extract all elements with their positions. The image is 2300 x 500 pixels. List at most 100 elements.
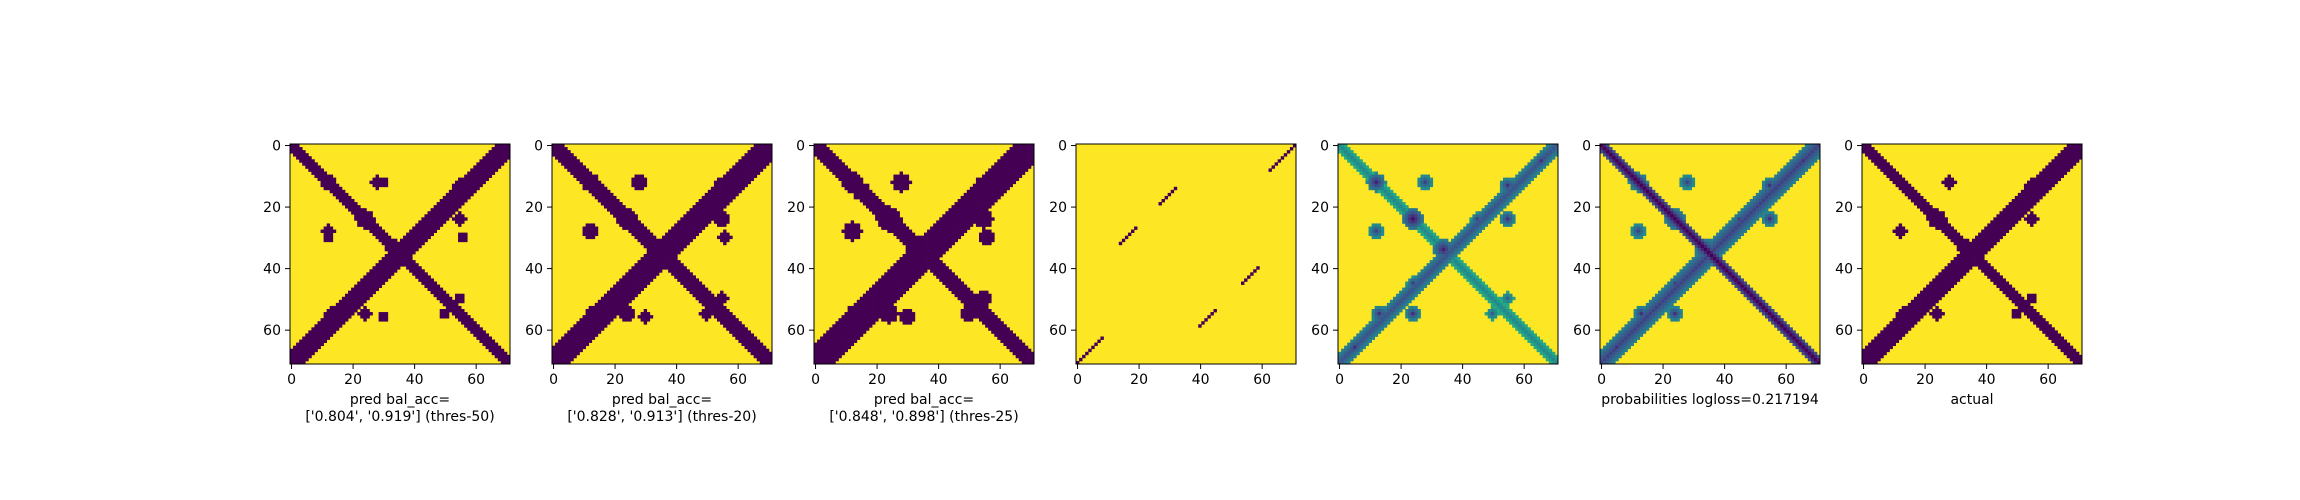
heatmap-cell [1490, 315, 1495, 319]
y-tick-label: 20 [1049, 200, 1067, 216]
heatmap-cell [381, 257, 386, 261]
heatmap-cell [625, 223, 629, 227]
heatmap-cell [1009, 162, 1013, 166]
heatmap-cell [1414, 217, 1418, 221]
heatmap-cell [366, 309, 370, 313]
heatmap-cell [881, 309, 885, 313]
heatmap-cell [985, 315, 989, 319]
heatmap-cell [1527, 330, 1531, 334]
heatmap-cell [1000, 330, 1004, 334]
heatmap-cell [439, 223, 444, 227]
heatmap-cell [957, 217, 962, 221]
heatmap-cell [875, 315, 879, 319]
heatmap-cell [387, 266, 392, 270]
heatmap-cell [1533, 156, 1537, 160]
heatmap-cell [899, 269, 903, 273]
heatmap-cell [1021, 162, 1026, 166]
heatmap-cell [890, 211, 894, 215]
heatmap-cell [975, 211, 980, 215]
heatmap-cell [1536, 165, 1541, 169]
heatmap-cell [1371, 235, 1376, 240]
heatmap-cell [908, 269, 913, 273]
heatmap-cell [933, 272, 937, 276]
heatmap-cell [594, 232, 599, 237]
heatmap-cell [1426, 180, 1431, 185]
heatmap-cell [1499, 305, 1504, 310]
heatmap-cell [1365, 168, 1369, 172]
heatmap-cell [720, 180, 724, 185]
heatmap-cell [738, 186, 742, 191]
heatmap-cell [1506, 315, 1510, 319]
heatmap-cell [1493, 302, 1498, 307]
heatmap-cell [662, 244, 666, 249]
heatmap-cell [927, 244, 931, 249]
heatmap-cell [881, 275, 885, 279]
heatmap-cell [314, 348, 318, 353]
heatmap-cell [899, 235, 903, 240]
heatmap-cell [1524, 177, 1528, 182]
heatmap-cell [972, 195, 977, 200]
heatmap-cell [482, 171, 486, 175]
heatmap-cell [1420, 177, 1424, 182]
heatmap-cell [461, 177, 465, 182]
heatmap-cell [1405, 223, 1409, 227]
heatmap-cell [939, 272, 943, 276]
heatmap-cell [1506, 180, 1510, 185]
heatmap-cell [625, 208, 629, 212]
heatmap-cell [467, 324, 471, 328]
heatmap-cell [841, 324, 845, 328]
heatmap-cell [844, 333, 848, 337]
heatmap-cell [988, 183, 992, 188]
heatmap-cell [341, 302, 346, 307]
heatmap-cell [455, 186, 459, 191]
heatmap-cell [567, 360, 571, 365]
heatmap-cell [1374, 226, 1379, 230]
heatmap-cell [552, 360, 556, 365]
heatmap-cell [631, 269, 635, 273]
heatmap-cell [979, 299, 983, 304]
heatmap-cell [1003, 186, 1007, 191]
heatmap-cell [945, 223, 949, 227]
heatmap-cell [1484, 220, 1489, 224]
heatmap-cell [357, 302, 361, 307]
heatmap-cell [856, 223, 861, 227]
heatmap-cell [942, 238, 946, 243]
heatmap-cell [899, 293, 903, 298]
heatmap-cell [317, 321, 321, 325]
heatmap-cell [957, 199, 962, 203]
heatmap-cell [415, 241, 419, 246]
heatmap-cell [1359, 165, 1363, 169]
heatmap-cell [491, 153, 496, 157]
heatmap-cell [820, 354, 824, 359]
heatmap-cell [671, 266, 675, 270]
heatmap-cell [1533, 159, 1537, 163]
heatmap-cell [430, 217, 434, 221]
heatmap-cell [436, 296, 441, 301]
heatmap-cell [308, 351, 312, 356]
heatmap-cell [506, 144, 511, 148]
heatmap-cell [503, 360, 508, 365]
heatmap-cell [1524, 171, 1528, 175]
heatmap-cell [662, 250, 666, 255]
heatmap-cell [668, 257, 672, 261]
heatmap-cell [680, 275, 684, 279]
heatmap-cell [1201, 321, 1205, 325]
heatmap-cell [1359, 168, 1363, 172]
heatmap-cell [982, 211, 986, 215]
heatmap-cell [360, 293, 364, 298]
heatmap-cell [856, 336, 861, 340]
heatmap-cell [1466, 241, 1470, 246]
heatmap-cell [878, 312, 882, 316]
heatmap-cell [1432, 247, 1437, 252]
heatmap-cell [1393, 296, 1397, 301]
heatmap-cell [966, 302, 971, 307]
heatmap-cell [323, 232, 328, 237]
heatmap-cell [588, 174, 593, 178]
heatmap-cell [640, 238, 645, 243]
heatmap-cell [558, 144, 562, 148]
heatmap-cell [360, 214, 364, 218]
heatmap-cell [610, 192, 614, 197]
heatmap-cell [603, 318, 608, 322]
heatmap-cell [1408, 299, 1412, 304]
